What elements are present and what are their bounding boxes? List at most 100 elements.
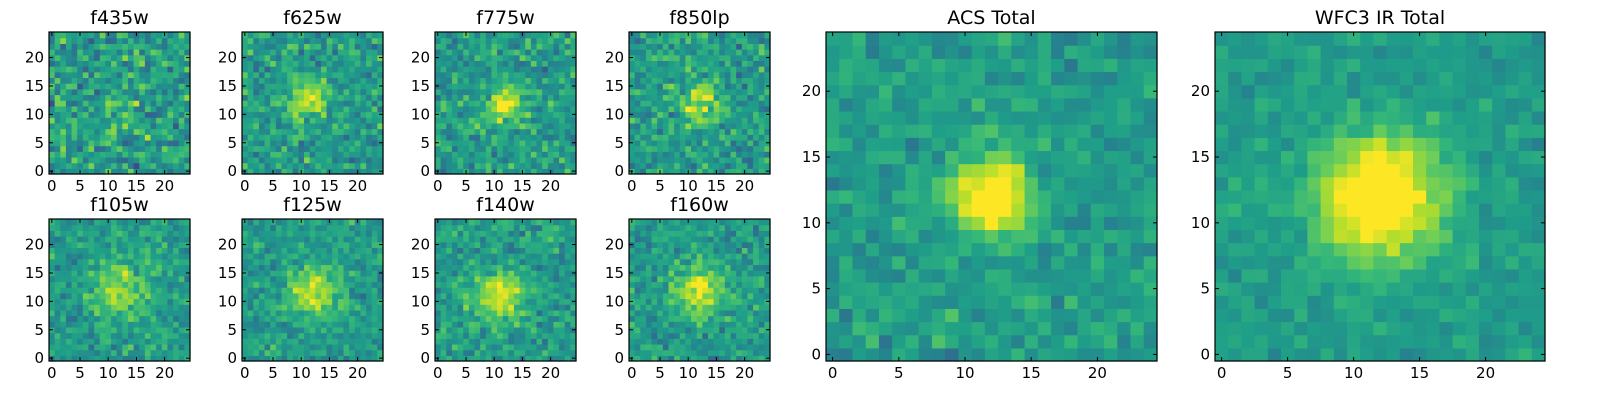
heatmap-cell [178, 168, 185, 175]
heatmap-cell [184, 88, 191, 96]
heatmap-cell [105, 275, 112, 283]
heatmap-cell [275, 111, 283, 118]
heatmap-cell [337, 94, 345, 101]
heatmap-cell [679, 156, 686, 164]
heatmap-cell [764, 275, 771, 283]
heatmap-cell [99, 253, 106, 260]
heatmap-cell [49, 94, 56, 101]
heatmap-cell [94, 349, 101, 356]
heatmap-cell [366, 326, 373, 334]
heatmap-cell [292, 156, 299, 164]
heatmap-cell [309, 60, 316, 67]
heatmap-cell [105, 264, 112, 271]
heatmap-cell [320, 117, 328, 124]
heatmap-cell [542, 264, 549, 271]
heatmap-cell [65, 304, 73, 311]
heatmap-cell [730, 168, 737, 175]
heatmap-cell [167, 60, 174, 67]
heatmap-cell [304, 49, 311, 56]
heatmap-cell [71, 94, 78, 101]
heatmap-cell [247, 355, 254, 362]
heatmap-cell [668, 111, 675, 118]
heatmap-cell [696, 37, 703, 44]
heatmap-cell [547, 349, 555, 356]
heatmap-cell [156, 287, 163, 294]
heatmap-cell [502, 128, 509, 135]
heatmap-cell [564, 315, 571, 322]
heatmap-cell [49, 338, 56, 345]
heatmap-cell [724, 298, 732, 305]
heatmap-cell [502, 258, 509, 266]
heatmap-cell [49, 230, 56, 237]
heatmap-cell [564, 264, 571, 271]
heatmap-cell [65, 162, 73, 169]
heatmap-cell [753, 134, 760, 141]
heatmap-cell [287, 88, 294, 96]
heatmap-cell [309, 37, 316, 44]
heatmap-cell [326, 162, 333, 169]
heatmap-cell [354, 122, 362, 130]
heatmap-cell [354, 83, 362, 90]
heatmap-cell [530, 275, 538, 283]
heatmap-cell [298, 236, 305, 243]
heatmap-cell [304, 54, 311, 61]
heatmap-cell [320, 287, 328, 294]
heatmap-cell [764, 287, 771, 294]
heatmap-cell [144, 100, 152, 107]
heatmap-cell [315, 321, 322, 328]
heatmap-cell [559, 338, 566, 345]
heatmap-cell [94, 83, 101, 90]
heatmap-cell [377, 224, 384, 231]
heatmap-cell [707, 349, 715, 356]
heatmap-cell [446, 145, 453, 152]
heatmap-cell [349, 219, 356, 226]
heatmap-cell [281, 37, 288, 44]
y-tick-label: 15 [411, 77, 430, 95]
heatmap-cell [65, 117, 73, 124]
heatmap-cell [657, 88, 664, 96]
heatmap-cell [468, 258, 476, 266]
heatmap-cell [337, 54, 345, 61]
heatmap-cell [298, 298, 305, 305]
heatmap-cell [440, 224, 447, 231]
heatmap-cell [457, 321, 464, 328]
heatmap-cell [315, 236, 322, 243]
heatmap-cell [270, 43, 277, 50]
heatmap-cell [349, 338, 356, 345]
heatmap-cell [309, 139, 316, 147]
heatmap-cell [298, 77, 305, 84]
heatmap-cell [275, 315, 283, 322]
heatmap-cell [542, 71, 549, 79]
heatmap-cell [111, 139, 118, 147]
heatmap-cell [559, 321, 566, 328]
heatmap-cell [326, 117, 333, 124]
heatmap-cell [753, 309, 760, 317]
heatmap-cell [298, 94, 305, 101]
heatmap-cell [60, 122, 67, 130]
heatmap-cell [491, 71, 498, 79]
heatmap-cell [242, 258, 249, 266]
heatmap-cell [463, 88, 470, 96]
heatmap-cell [657, 343, 664, 351]
heatmap-cell [497, 32, 504, 39]
heatmap-cell [719, 43, 726, 50]
heatmap-cell [167, 247, 174, 254]
heatmap-cell [281, 151, 288, 158]
heatmap-cell [167, 128, 174, 135]
heatmap-cell [741, 343, 749, 351]
heatmap-cell [167, 355, 174, 362]
heatmap-cell [116, 139, 123, 147]
heatmap-cell [253, 258, 260, 266]
heatmap-cell [122, 236, 129, 243]
heatmap-cell [156, 88, 163, 96]
heatmap-cell [747, 315, 754, 322]
heatmap-cell [468, 32, 476, 39]
heatmap-cell [634, 338, 641, 345]
heatmap-cell [99, 230, 106, 237]
heatmap-cell [60, 168, 67, 175]
heatmap-cell [178, 32, 185, 39]
heatmap-cell [88, 77, 95, 84]
heatmap-cell [371, 156, 378, 164]
heatmap-cell [474, 253, 481, 260]
heatmap-cell [542, 168, 549, 175]
